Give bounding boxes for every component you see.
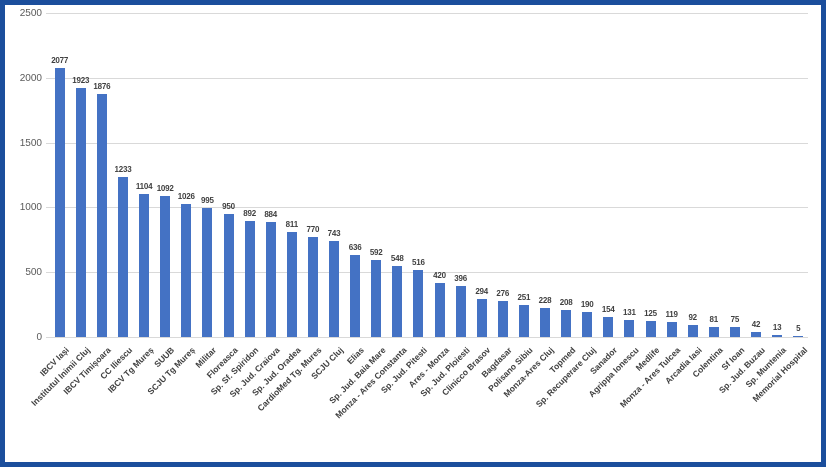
data-label: 208 — [559, 298, 573, 307]
bar — [139, 193, 150, 337]
y-axis-tick-label: 500 — [25, 267, 42, 279]
bar — [286, 231, 297, 337]
gridline — [46, 77, 808, 79]
data-label: 770 — [306, 225, 320, 235]
data-label: 995 — [201, 196, 214, 205]
y-axis-tick-label: 0 — [36, 332, 42, 343]
bar — [54, 67, 65, 337]
data-label: 636 — [348, 242, 362, 252]
data-label: 228 — [538, 295, 552, 305]
data-label: 1923 — [72, 75, 90, 85]
bar — [413, 270, 424, 337]
bar — [202, 208, 213, 337]
bar — [476, 298, 487, 337]
bar — [645, 320, 656, 337]
data-label: 420 — [433, 270, 446, 280]
data-label: 125 — [644, 308, 657, 318]
data-label: 154 — [601, 305, 615, 314]
data-label: 516 — [412, 258, 425, 268]
bar — [160, 195, 171, 337]
bar — [518, 304, 529, 337]
bar — [497, 301, 508, 337]
data-label: 1092 — [156, 183, 174, 193]
bar — [434, 282, 445, 337]
data-label: 1233 — [114, 165, 132, 175]
data-label: 950 — [222, 201, 235, 211]
bar — [582, 312, 593, 337]
bar — [96, 93, 107, 337]
data-label: 190 — [580, 300, 594, 310]
data-label: 1104 — [135, 181, 153, 191]
gridline — [46, 13, 808, 14]
data-label: 5 — [796, 324, 801, 334]
data-label: 131 — [623, 308, 636, 317]
bar — [244, 221, 255, 337]
bar — [329, 240, 339, 337]
data-label: 743 — [327, 228, 341, 238]
gridline — [46, 142, 808, 144]
data-label: 119 — [665, 309, 678, 319]
bar — [223, 213, 234, 337]
bar — [392, 266, 403, 337]
bar — [687, 325, 698, 337]
data-label: 276 — [496, 289, 510, 299]
bar — [540, 307, 550, 337]
gridline — [46, 207, 808, 209]
y-axis-tick-label: 1000 — [19, 202, 42, 214]
data-label: 75 — [730, 315, 740, 325]
bar — [561, 310, 572, 337]
bar — [181, 204, 192, 337]
data-label: 884 — [264, 210, 278, 220]
data-label: 1876 — [93, 81, 111, 91]
y-axis-tick-label: 2000 — [19, 72, 42, 84]
bar — [793, 336, 804, 337]
bar — [751, 331, 761, 337]
data-label: 251 — [517, 292, 531, 302]
data-label: 13 — [772, 323, 782, 333]
bar — [455, 285, 466, 337]
y-axis-tick-label: 2500 — [19, 8, 42, 19]
gridline — [46, 272, 808, 274]
bar — [603, 317, 614, 337]
bar — [729, 327, 740, 337]
data-label: 892 — [243, 209, 256, 219]
data-label: 548 — [390, 254, 404, 263]
bar — [350, 254, 361, 337]
bar — [307, 237, 318, 337]
bar — [265, 222, 276, 337]
bar — [371, 260, 382, 337]
data-label: 42 — [751, 319, 761, 329]
bar — [666, 321, 677, 337]
bar — [118, 177, 128, 337]
data-label: 2077 — [51, 55, 69, 65]
data-label: 294 — [475, 286, 489, 296]
data-label: 396 — [454, 273, 467, 283]
data-label: 811 — [285, 219, 299, 229]
data-label: 592 — [369, 248, 383, 258]
bar — [624, 320, 635, 337]
bar — [772, 335, 783, 337]
data-label: 1026 — [177, 192, 195, 201]
data-label: 92 — [688, 313, 697, 323]
bar — [75, 87, 86, 337]
gridline — [46, 337, 808, 338]
data-label: 81 — [709, 314, 719, 324]
bar — [708, 326, 719, 337]
y-axis-tick-label: 1500 — [19, 137, 42, 149]
